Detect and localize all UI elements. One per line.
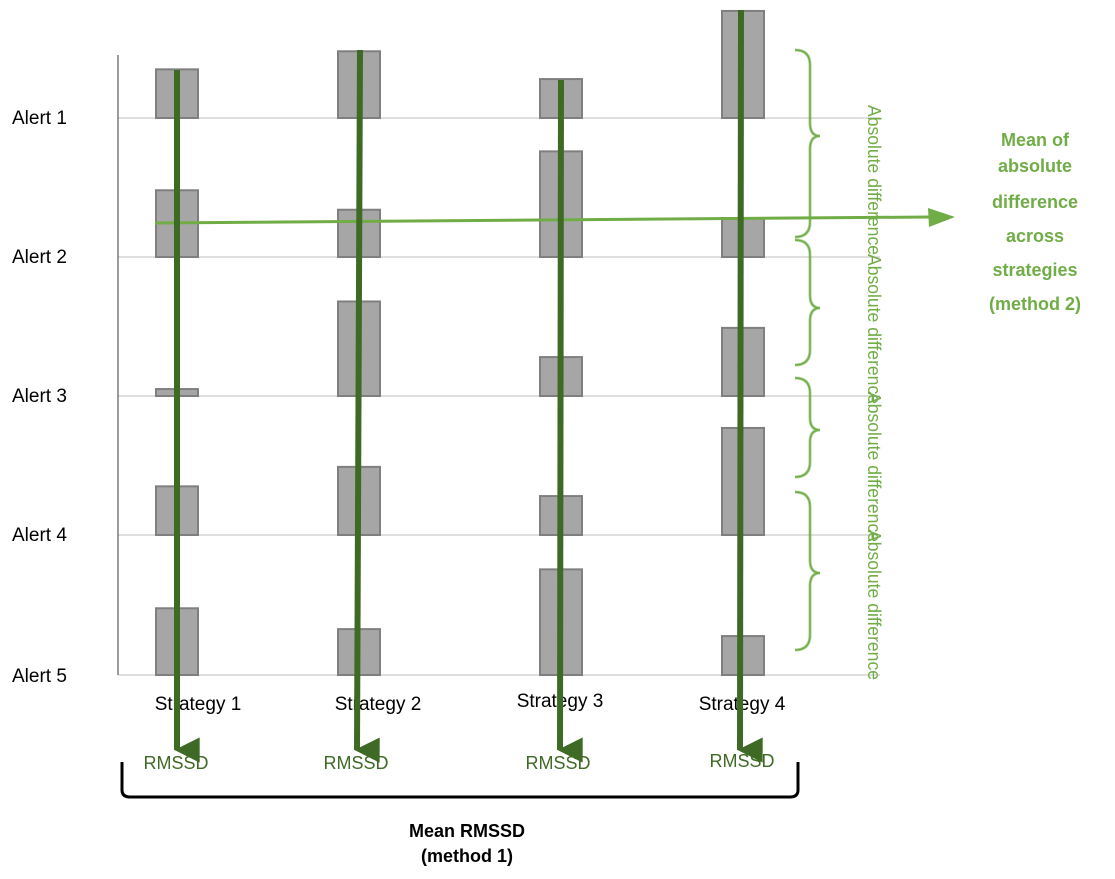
curly-brace: [794, 490, 821, 652]
difference-label: Absolute difference: [864, 530, 884, 680]
curly-brace: [794, 377, 821, 478]
rmssd-label: RMSSD: [323, 753, 388, 773]
column-arrow: [737, 9, 763, 763]
curly-brace: [794, 238, 821, 367]
method2-label: Mean of absolute difference across strat…: [989, 130, 1081, 314]
method2-label-line: across: [1006, 226, 1064, 246]
rmssd-labels: RMSSD RMSSD RMSSD RMSSD: [143, 751, 774, 773]
method2-label-line: absolute: [998, 156, 1072, 176]
difference-labels: Absolute difference Absolute difference …: [864, 105, 884, 680]
difference-label: Absolute difference: [864, 105, 884, 255]
difference-braces: [794, 48, 821, 652]
rmssd-label: RMSSD: [709, 751, 774, 771]
bars: [155, 9, 765, 677]
method1-label-line2: (method 1): [421, 846, 513, 866]
method1-arrows: [174, 9, 763, 763]
row-label: Alert 5: [12, 666, 67, 687]
arrow-head: [928, 208, 955, 227]
method2-label-line: difference: [992, 192, 1078, 212]
method2-label-line: strategies: [992, 260, 1077, 280]
row-label: Alert 4: [12, 525, 67, 546]
row-labels: Alert 1 Alert 2 Alert 3 Alert 4 Alert 5: [12, 108, 67, 687]
row-label: Alert 1: [12, 108, 67, 129]
rmssd-label: RMSSD: [525, 753, 590, 773]
grid: [117, 55, 880, 676]
strategy-label: Strategy 2: [335, 694, 422, 715]
difference-label: Absolute difference: [864, 392, 884, 542]
row-label: Alert 3: [12, 386, 67, 407]
column-arrow: [354, 49, 380, 763]
method1-label-line1: Mean RMSSD: [409, 821, 525, 841]
column-arrow: [557, 79, 583, 763]
method2-label-line: Mean of: [1001, 130, 1070, 150]
strategy-labels: Strategy 1 Strategy 2 Strategy 3 Strateg…: [155, 691, 786, 715]
method2-label-line: (method 2): [989, 294, 1081, 314]
method1-bracket: [120, 762, 800, 799]
curly-brace: [794, 48, 821, 239]
row-label: Alert 2: [12, 247, 67, 268]
curly-brace: [794, 376, 821, 479]
curly-brace: [794, 239, 821, 366]
curly-brace: [794, 491, 821, 651]
rmssd-label: RMSSD: [143, 753, 208, 773]
curly-brace: [794, 49, 821, 238]
strategy-label: Strategy 1: [155, 694, 242, 715]
method2-arrow: [154, 208, 955, 227]
difference-label: Absolute difference: [864, 254, 884, 404]
